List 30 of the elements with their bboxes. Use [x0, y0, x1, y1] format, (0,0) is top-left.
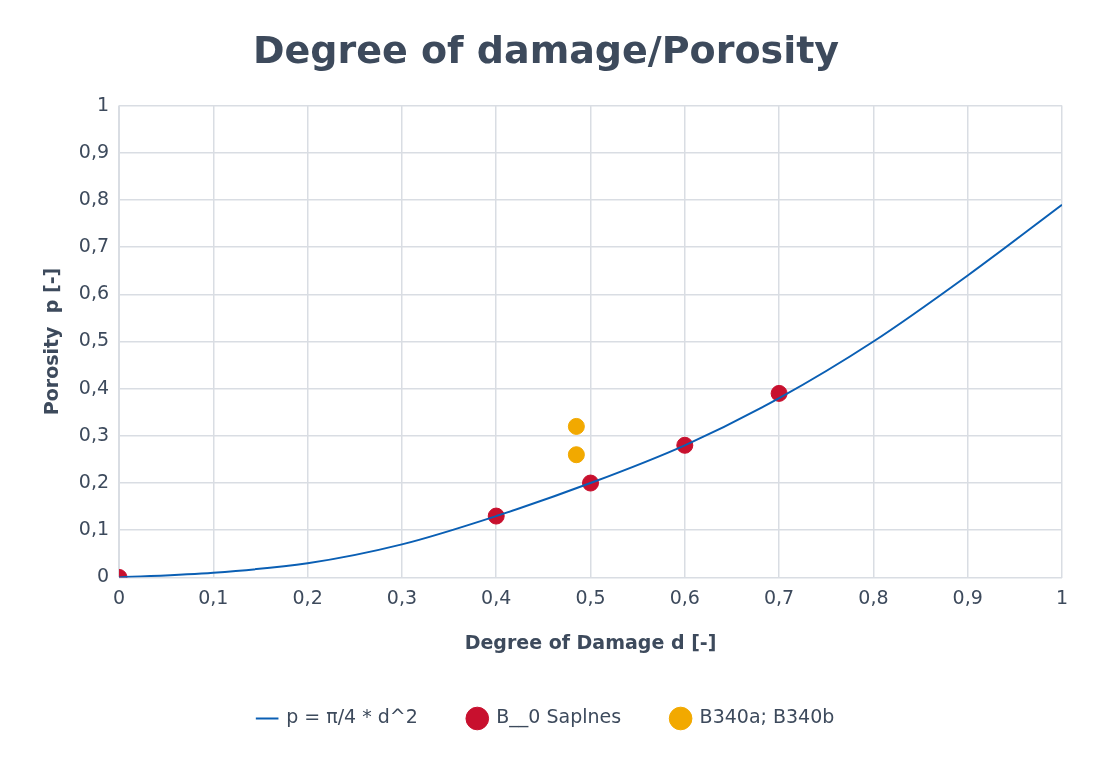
y-tick-label: 0,1	[78, 517, 110, 540]
point	[567, 417, 585, 435]
x-axis-title: Degree of Damage d [-]	[464, 630, 717, 653]
x-tick-label: 0,1	[198, 585, 229, 608]
x-tick-label: 0,8	[858, 585, 889, 608]
y-tick-label: 0,5	[78, 328, 110, 351]
y-tick-label: 0,2	[78, 469, 110, 492]
x-tick-label: 0,2	[292, 585, 323, 608]
x-tick-label: 0,9	[952, 585, 983, 608]
legend-label: B__0 Saplnes	[496, 705, 622, 729]
y-tick-label: 0,4	[78, 375, 110, 398]
y-tick-label: 1	[96, 92, 110, 115]
x-tick-label: 1	[1055, 585, 1069, 608]
x-tick-label: 0,3	[386, 585, 418, 608]
point	[567, 446, 585, 464]
x-tick-label: 0,5	[575, 585, 606, 608]
y-tick-label: 0,8	[78, 186, 110, 209]
legend-label: p = π/4 * d^2	[286, 705, 418, 728]
chart-title: Degree of damage/Porosity	[252, 27, 840, 72]
y-tick-label: 0,6	[78, 281, 110, 304]
y-tick-label: 0,3	[78, 422, 110, 445]
x-tick-label: 0,6	[669, 585, 700, 608]
x-tick-label: 0	[112, 585, 126, 608]
legend-label: B340a; B340b	[699, 705, 835, 728]
y-axis-title: Porosity p [-]	[40, 267, 63, 416]
y-tick-label: 0,7	[78, 234, 110, 257]
y-tick-label: 0	[96, 564, 110, 587]
x-tick-label: 0,7	[764, 585, 795, 608]
x-tick-label: 0,4	[481, 585, 512, 608]
y-tick-label: 0,9	[78, 139, 110, 162]
